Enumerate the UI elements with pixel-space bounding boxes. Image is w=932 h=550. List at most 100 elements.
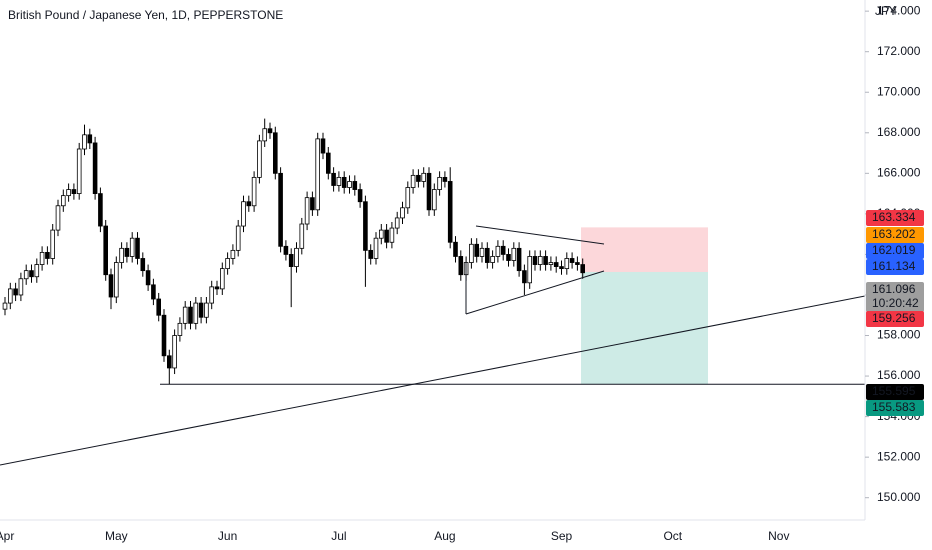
candle-body <box>442 176 448 182</box>
candle-body <box>209 286 215 304</box>
candle-body <box>45 251 50 259</box>
candle-body <box>129 237 135 257</box>
candle-body <box>7 288 13 304</box>
x-tick-label: Sep <box>551 529 573 543</box>
candle-body <box>431 189 437 211</box>
candle-body <box>437 176 442 190</box>
candle-body <box>230 249 236 259</box>
x-tick-label: May <box>105 529 128 543</box>
candle-body <box>522 270 527 284</box>
candle-body <box>76 148 82 195</box>
candle-body <box>2 302 8 310</box>
candle-body <box>336 176 342 186</box>
candle-body <box>92 142 98 195</box>
candle-body <box>426 172 432 211</box>
candle-body <box>347 181 352 188</box>
candle-body <box>161 314 167 357</box>
trend-line <box>0 295 866 466</box>
candle-body <box>214 286 220 290</box>
candle-body <box>532 256 538 265</box>
candle-body <box>246 201 252 207</box>
candle-body <box>559 266 564 270</box>
candle-body <box>257 140 262 178</box>
x-tick-label: Nov <box>768 529 789 543</box>
candle-body <box>145 270 151 286</box>
candle-body <box>61 195 66 207</box>
candle-body <box>357 189 363 203</box>
candle-body <box>272 132 278 174</box>
candle-body <box>506 254 511 261</box>
candle-body <box>453 241 458 257</box>
candle-body <box>416 174 421 182</box>
candle-body <box>490 256 495 263</box>
candle-body <box>315 138 320 211</box>
x-tick-label: Jun <box>218 529 237 543</box>
candle-body <box>325 152 331 174</box>
currency-label: JPY <box>875 4 897 18</box>
candle-body <box>251 176 257 207</box>
price-label: 161.134 <box>872 259 916 273</box>
candle-body <box>71 189 77 195</box>
candle-body <box>341 176 347 188</box>
candle-body <box>373 237 379 259</box>
candle-body <box>394 217 400 229</box>
candle-body <box>119 247 124 263</box>
price-label-box <box>866 400 924 416</box>
candle-body <box>500 245 506 255</box>
candle-body <box>204 302 209 318</box>
y-tick-label: 168.000 <box>877 125 921 139</box>
price-label-box <box>866 311 924 327</box>
candle-body <box>320 138 326 154</box>
candle-body <box>410 174 416 188</box>
triangle-lower <box>465 270 605 315</box>
price-label: 163.334 <box>872 210 916 224</box>
candle-body <box>564 258 570 270</box>
candle-body <box>484 247 490 263</box>
candle-body <box>543 256 548 265</box>
price-label-box <box>866 384 924 400</box>
candle-body <box>87 134 93 144</box>
candle-body <box>219 268 225 290</box>
x-tick-label: Aug <box>434 529 455 543</box>
candle-body <box>299 223 305 249</box>
countdown-label: 10:20:42 <box>872 296 919 310</box>
candle-body <box>124 247 130 257</box>
candle-body <box>66 189 71 197</box>
candle-body <box>331 172 336 186</box>
price-label-box <box>866 259 924 275</box>
reward-zone <box>581 271 708 385</box>
candle-body <box>304 197 310 225</box>
candle-body <box>225 258 230 270</box>
x-tick-label: Jul <box>331 529 346 543</box>
candle-body <box>29 270 34 278</box>
candle-body <box>151 284 156 300</box>
candle-body <box>278 172 283 247</box>
plot-area <box>2 118 865 385</box>
price-label: 162.019 <box>872 243 916 257</box>
candle-body <box>363 201 368 251</box>
price-label: 155.595 <box>872 384 916 398</box>
candle-body <box>108 274 114 298</box>
candle-body <box>421 172 426 182</box>
candle-body <box>288 254 294 267</box>
y-tick-label: 174.000 <box>877 3 921 17</box>
candle-body <box>235 225 241 251</box>
candle-body <box>34 264 40 278</box>
candle-body <box>82 134 87 150</box>
candle-body <box>140 258 146 272</box>
candle-body <box>538 256 543 265</box>
candle-body <box>55 205 61 231</box>
candle-body <box>156 298 162 316</box>
candle-body <box>469 243 474 263</box>
y-tick-label: 166.000 <box>877 166 921 180</box>
price-label: 161.096 <box>872 282 916 296</box>
candle-body <box>389 227 395 243</box>
candle-body <box>516 247 522 272</box>
candle-body <box>172 335 177 369</box>
triangle-upper <box>475 225 605 245</box>
candle-body <box>267 128 273 134</box>
candle-body <box>294 247 299 267</box>
y-tick-label: 158.000 <box>877 328 921 342</box>
